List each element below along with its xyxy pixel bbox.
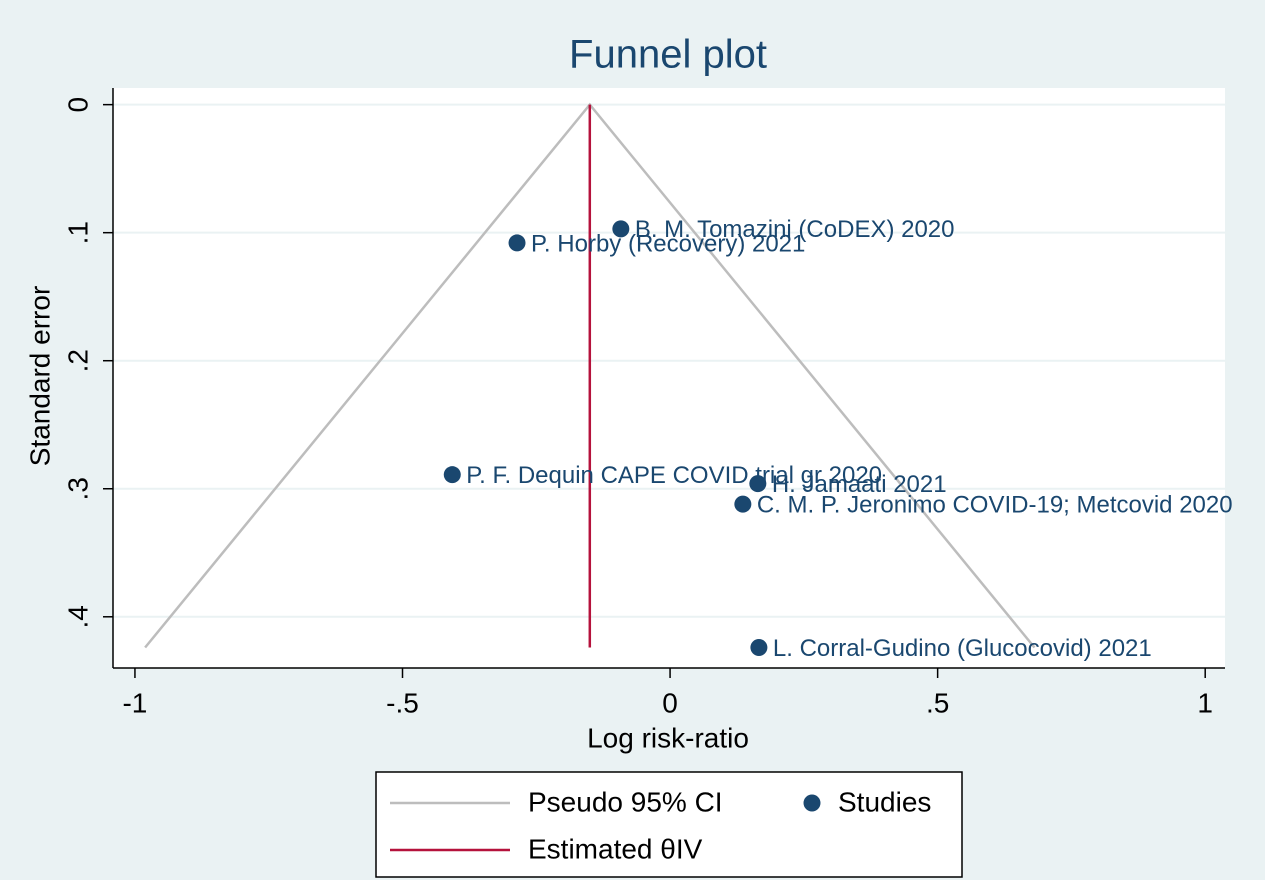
study-point bbox=[749, 475, 767, 493]
point-label: B. M. Tomazini (CoDEX) 2020 bbox=[635, 216, 955, 243]
x-tick-label: .5 bbox=[926, 687, 949, 718]
x-tick-label: -.5 bbox=[386, 687, 419, 718]
point-label: L. Corral-Gudino (Glucocovid) 2021 bbox=[773, 635, 1152, 662]
point-label: C. M. P. Jeronimo COVID-19; Metcovid 202… bbox=[757, 491, 1233, 518]
y-tick-label: 0 bbox=[62, 97, 93, 113]
study-point bbox=[750, 639, 768, 657]
study-point bbox=[734, 495, 752, 513]
y-tick-label: .3 bbox=[62, 477, 93, 500]
point-label: P. Horby (Recovery) 2021 bbox=[531, 230, 805, 257]
study-point bbox=[443, 466, 461, 484]
y-axis-title: Standard error bbox=[24, 286, 55, 467]
point-label: P. F. Dequin CAPE COVID trial gr 2020 bbox=[466, 462, 882, 489]
study-point bbox=[508, 234, 526, 252]
x-axis-title: Log risk-ratio bbox=[587, 722, 749, 753]
y-tick-label: .1 bbox=[62, 221, 93, 244]
legend-label: Estimated θIV bbox=[528, 833, 703, 864]
y-tick-label: .2 bbox=[62, 349, 93, 372]
legend-label: Studies bbox=[838, 786, 931, 817]
x-tick-label: 0 bbox=[662, 687, 678, 718]
legend-swatch bbox=[803, 794, 821, 812]
legend-box bbox=[375, 771, 963, 878]
y-tick-label: .4 bbox=[62, 605, 93, 628]
x-tick-label: 1 bbox=[1197, 687, 1213, 718]
legend-label: Pseudo 95% CI bbox=[528, 786, 723, 817]
study-point bbox=[612, 220, 630, 238]
x-tick-label: -1 bbox=[122, 687, 147, 718]
chart-title: Funnel plot bbox=[569, 33, 767, 77]
plot-area bbox=[113, 88, 1225, 668]
point-label: H. Jamaati 2021 bbox=[772, 471, 947, 498]
